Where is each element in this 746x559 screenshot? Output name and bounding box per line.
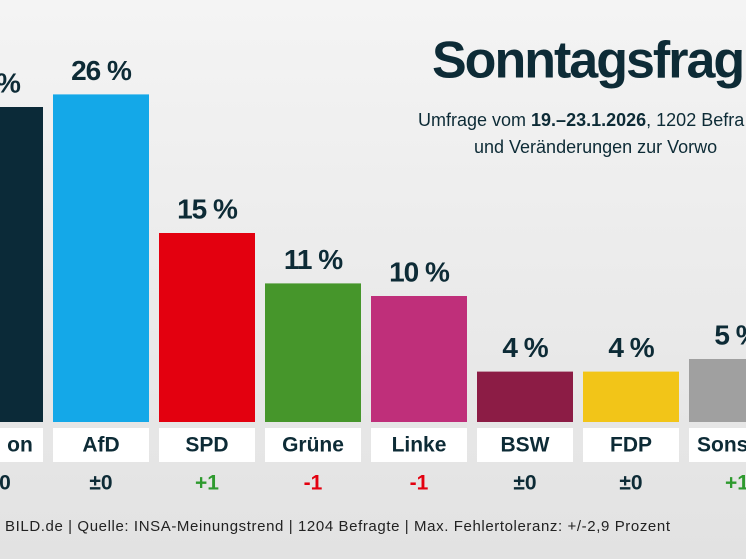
category-box (583, 428, 679, 462)
category-label: Linke (392, 434, 447, 457)
category-label: AfD (82, 434, 119, 457)
category-box (0, 428, 43, 462)
bar (477, 371, 573, 422)
value-label: 5 % (714, 319, 746, 350)
chart-title: Sonntagsfrag (432, 32, 743, 90)
subtitle-text: , 1202 Befra (646, 110, 745, 130)
change-label: +1 (195, 472, 219, 495)
change-label: -1 (304, 472, 323, 495)
value-label: 11 % (284, 244, 343, 275)
value-label: 4 % (502, 332, 548, 363)
value-label: % (0, 67, 21, 98)
change-label: ±0 (513, 472, 536, 495)
bar (371, 296, 467, 422)
value-label: 15 % (177, 193, 238, 224)
category-label: on (7, 434, 33, 457)
change-label: ±0 (619, 472, 642, 495)
bar (0, 107, 43, 422)
subtitle-text: Umfrage vom (418, 110, 531, 130)
category-label: SPD (185, 434, 228, 457)
category-box (53, 428, 149, 462)
category-box (477, 428, 573, 462)
bar (265, 283, 361, 422)
bar (159, 233, 255, 422)
subtitle: Umfrage vom 19.–23.1.2026, 1202 Befra (418, 110, 745, 130)
category-label: BSW (501, 434, 550, 457)
footer: BILD.de | Quelle: INSA-Meinungstrend | 1… (5, 518, 671, 535)
bar (689, 359, 746, 422)
change-label: ±0 (89, 472, 112, 495)
subtitle-date: 19.–23.1.2026 (531, 110, 646, 130)
change-label: 0 (0, 472, 11, 495)
change-label: -1 (410, 472, 429, 495)
value-label: 4 % (608, 332, 654, 363)
category-box (689, 428, 746, 462)
category-box (159, 428, 255, 462)
category-label: FDP (610, 434, 652, 457)
category-box (265, 428, 361, 462)
category-label: Grüne (282, 434, 344, 457)
bar (53, 94, 149, 423)
category-box (371, 428, 467, 462)
value-label: 10 % (389, 256, 450, 287)
bar (583, 371, 679, 422)
category-label: Sons (697, 434, 746, 457)
subtitle: und Veränderungen zur Vorwo (474, 137, 717, 157)
change-label: +1 (725, 472, 746, 495)
value-label: 26 % (71, 55, 132, 86)
